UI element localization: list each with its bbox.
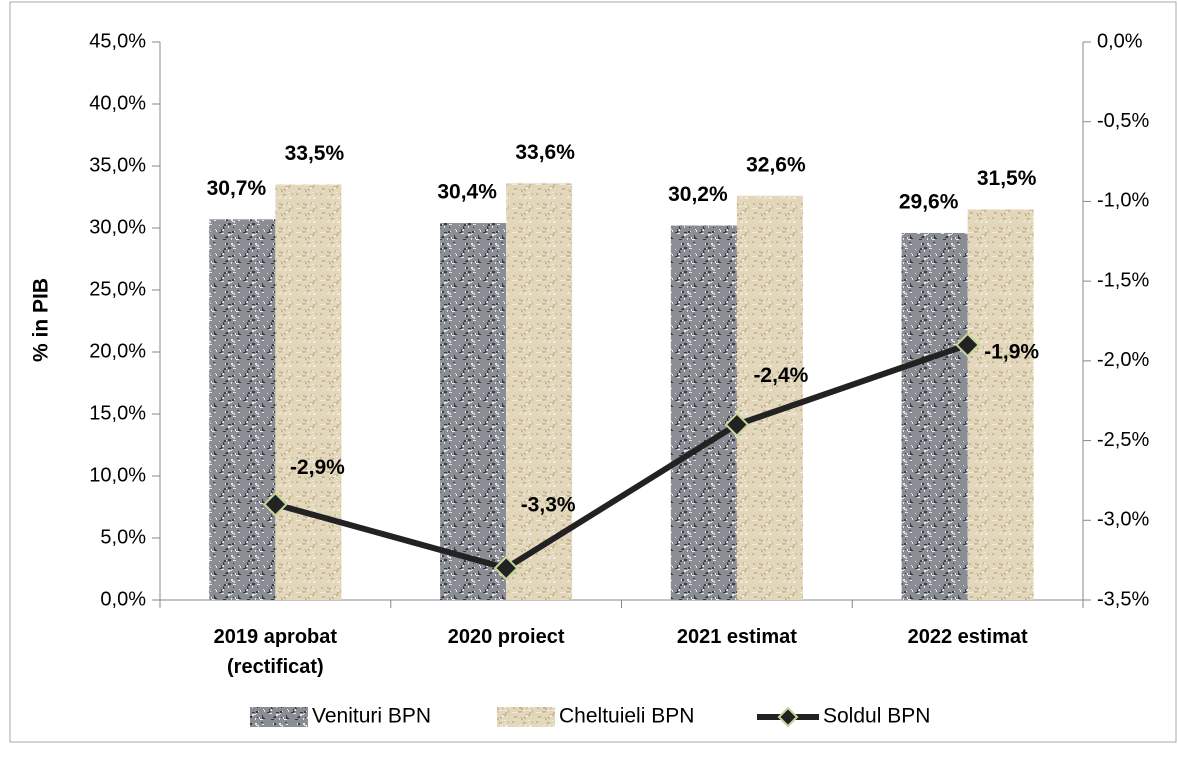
legend-label: Soldul BPN (823, 705, 930, 728)
y2-tick-label: -2,0% (1097, 349, 1149, 371)
y2-tick-label: -2,5% (1097, 429, 1149, 451)
y2-tick-label: 0,0% (1097, 30, 1143, 52)
y2-tick-label: -0,5% (1097, 110, 1149, 132)
line (274, 342, 969, 572)
bar-value-label: 31,5% (977, 167, 1037, 190)
y-tick-label: 45,0% (89, 30, 146, 52)
x-tick-label: 2019 aprobat (rectificat) (213, 626, 338, 678)
bar-value-label: 33,5% (285, 142, 345, 165)
bar (736, 195, 803, 600)
line-marker (262, 491, 288, 517)
y-tick-label: 5,0% (100, 526, 146, 548)
y-tick-label: 40,0% (89, 92, 146, 114)
bar-value-label: 30,2% (668, 183, 728, 206)
line-value-label: -1,9% (984, 340, 1039, 363)
y2-tick-label: -3,5% (1097, 588, 1149, 610)
y2-tick-label: -1,5% (1097, 269, 1149, 291)
bar-value-label: 30,4% (437, 181, 497, 204)
bar-value-label: 30,7% (207, 177, 267, 200)
y2-tick-label: -1,0% (1097, 190, 1149, 212)
line-marker (724, 412, 750, 438)
bar (901, 232, 968, 600)
bar-value-label: 29,6% (899, 191, 959, 214)
bar-value-label: 33,6% (515, 141, 575, 164)
bar (209, 219, 276, 600)
x-tick-label: 2022 estimat (907, 626, 1028, 648)
bar (670, 225, 737, 600)
bar (275, 184, 342, 600)
legend-label: Venituri BPN (312, 705, 431, 728)
legend-label: Cheltuieli BPN (559, 705, 694, 728)
line-value-label: -2,9% (290, 456, 345, 479)
y-tick-label: 30,0% (89, 216, 146, 238)
frame (9, 1, 1177, 743)
bar (506, 183, 573, 601)
y-tick-label: 25,0% (89, 278, 146, 300)
legend-swatch (250, 707, 308, 727)
line-value-label: -3,3% (521, 494, 576, 517)
y2-tick-label: -3,0% (1097, 509, 1149, 531)
line-marker (493, 555, 519, 581)
y-tick-label: 15,0% (89, 402, 146, 424)
y-tick-label: 35,0% (89, 154, 146, 176)
line-marker (955, 332, 981, 358)
legend-swatch (497, 707, 555, 727)
bar (967, 209, 1034, 600)
legend-marker (777, 706, 799, 728)
bar-value-label: 32,6% (746, 153, 806, 176)
y-tick-label: 0,0% (100, 588, 146, 610)
x-tick-label: 2020 proiect (447, 626, 565, 648)
line-value-label: -2,4% (753, 364, 808, 387)
y-tick-label: 20,0% (89, 340, 146, 362)
x-tick-label: 2021 estimat (676, 626, 797, 648)
y-tick-label: 10,0% (89, 464, 146, 486)
y-axis-label: % in PIB (30, 278, 53, 362)
bar (440, 223, 507, 601)
